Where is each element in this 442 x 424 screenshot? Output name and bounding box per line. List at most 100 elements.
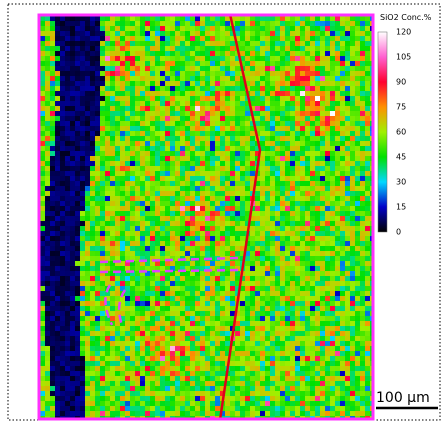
- map-pixel: [350, 251, 355, 256]
- map-pixel: [55, 16, 60, 21]
- map-pixel: [110, 91, 115, 96]
- map-pixel: [105, 341, 110, 346]
- map-pixel: [205, 196, 210, 201]
- map-pixel: [215, 286, 220, 291]
- map-pixel: [95, 271, 100, 276]
- map-pixel: [125, 61, 130, 66]
- map-pixel: [55, 271, 60, 276]
- map-pixel: [110, 96, 115, 101]
- map-pixel: [225, 296, 230, 301]
- map-pixel: [200, 251, 205, 256]
- map-pixel: [175, 121, 180, 126]
- map-pixel: [75, 181, 80, 186]
- map-pixel: [270, 241, 275, 246]
- map-pixel: [230, 116, 235, 121]
- map-pixel: [290, 371, 295, 376]
- map-pixel: [295, 206, 300, 211]
- map-pixel: [350, 171, 355, 176]
- map-pixel: [225, 151, 230, 156]
- map-pixel: [240, 176, 245, 181]
- map-pixel: [255, 371, 260, 376]
- map-pixel: [40, 141, 45, 146]
- map-pixel: [90, 76, 95, 81]
- map-pixel: [115, 146, 120, 151]
- map-pixel: [175, 301, 180, 306]
- map-pixel: [300, 341, 305, 346]
- map-pixel: [220, 106, 225, 111]
- map-pixel: [170, 261, 175, 266]
- map-pixel: [55, 36, 60, 41]
- map-pixel: [70, 336, 75, 341]
- map-pixel: [105, 376, 110, 381]
- map-pixel: [205, 101, 210, 106]
- map-pixel: [200, 196, 205, 201]
- map-pixel: [90, 351, 95, 356]
- map-pixel: [90, 176, 95, 181]
- map-pixel: [160, 366, 165, 371]
- map-pixel: [280, 246, 285, 251]
- map-pixel: [250, 56, 255, 61]
- map-pixel: [115, 196, 120, 201]
- map-pixel: [245, 296, 250, 301]
- map-pixel: [340, 356, 345, 361]
- map-pixel: [205, 36, 210, 41]
- map-pixel: [150, 306, 155, 311]
- map-pixel: [335, 211, 340, 216]
- map-pixel: [280, 346, 285, 351]
- map-pixel: [250, 81, 255, 86]
- map-pixel: [50, 156, 55, 161]
- map-pixel: [335, 26, 340, 31]
- map-pixel: [70, 126, 75, 131]
- map-pixel: [350, 306, 355, 311]
- map-pixel: [350, 116, 355, 121]
- map-pixel: [300, 376, 305, 381]
- map-pixel: [245, 221, 250, 226]
- map-pixel: [50, 126, 55, 131]
- map-pixel: [330, 166, 335, 171]
- map-pixel: [45, 256, 50, 261]
- map-pixel: [135, 256, 140, 261]
- map-pixel: [230, 276, 235, 281]
- map-pixel: [365, 251, 370, 256]
- map-pixel: [140, 241, 145, 246]
- map-pixel: [190, 86, 195, 91]
- map-pixel: [320, 91, 325, 96]
- map-pixel: [260, 361, 265, 366]
- map-pixel: [220, 51, 225, 56]
- map-pixel: [220, 116, 225, 121]
- map-pixel: [250, 221, 255, 226]
- map-pixel: [90, 211, 95, 216]
- map-pixel: [205, 156, 210, 161]
- map-pixel: [285, 306, 290, 311]
- map-pixel: [185, 281, 190, 286]
- map-pixel: [105, 131, 110, 136]
- map-pixel: [185, 231, 190, 236]
- map-pixel: [255, 116, 260, 121]
- map-pixel: [245, 321, 250, 326]
- map-pixel: [285, 116, 290, 121]
- map-pixel: [210, 236, 215, 241]
- map-pixel: [50, 16, 55, 21]
- map-pixel: [135, 96, 140, 101]
- map-pixel: [345, 231, 350, 236]
- map-pixel: [330, 221, 335, 226]
- map-pixel: [305, 216, 310, 221]
- map-pixel: [65, 326, 70, 331]
- map-pixel: [310, 256, 315, 261]
- map-pixel: [250, 41, 255, 46]
- map-pixel: [340, 366, 345, 371]
- map-pixel: [370, 101, 372, 106]
- map-pixel: [125, 276, 130, 281]
- map-pixel: [295, 36, 300, 41]
- map-pixel: [205, 201, 210, 206]
- map-pixel: [160, 66, 165, 71]
- map-pixel: [285, 91, 290, 96]
- map-pixel: [370, 281, 372, 286]
- map-pixel: [340, 86, 345, 91]
- map-pixel: [155, 46, 160, 51]
- map-pixel: [145, 56, 150, 61]
- map-pixel: [65, 381, 70, 386]
- map-pixel: [60, 341, 65, 346]
- map-pixel: [55, 31, 60, 36]
- map-pixel: [290, 161, 295, 166]
